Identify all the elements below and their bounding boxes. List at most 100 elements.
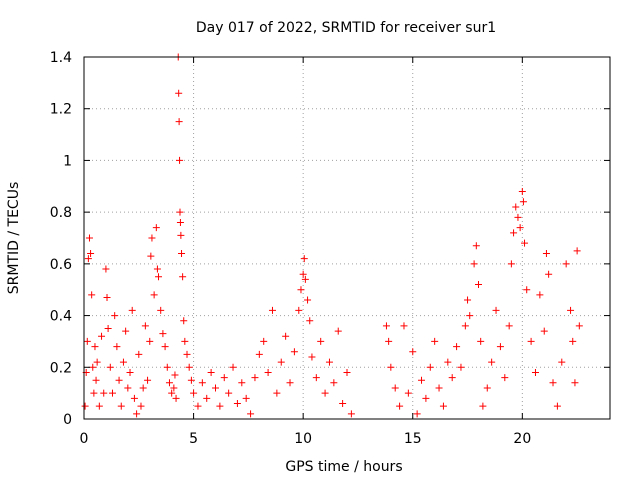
data-point — [92, 376, 100, 384]
data-point — [144, 376, 152, 384]
data-point — [194, 402, 202, 410]
data-point — [212, 384, 219, 392]
data-point — [172, 394, 180, 402]
data-point — [139, 384, 147, 392]
data-point — [567, 306, 575, 314]
data-point — [501, 374, 509, 382]
data-point — [301, 275, 309, 283]
data-point — [553, 402, 561, 410]
data-point — [523, 286, 531, 294]
data-point — [308, 353, 316, 361]
y-tick-label: 0.8 — [50, 205, 72, 221]
data-point — [124, 384, 132, 392]
data-point — [141, 322, 149, 330]
data-point — [146, 337, 154, 345]
data-point — [268, 306, 276, 314]
data-point — [176, 156, 184, 164]
data-point — [347, 410, 355, 418]
data-point — [207, 368, 215, 376]
data-point — [404, 389, 412, 397]
data-point — [569, 337, 577, 345]
data-point — [466, 312, 474, 320]
data-point — [242, 394, 250, 402]
data-point — [521, 239, 529, 247]
x-tick-label: 15 — [404, 431, 422, 447]
data-point — [413, 410, 421, 418]
data-point — [519, 198, 527, 206]
data-point — [492, 306, 500, 314]
data-point — [251, 374, 259, 382]
data-point — [81, 402, 89, 410]
data-point — [299, 270, 307, 278]
data-point — [330, 379, 338, 387]
data-point — [514, 213, 522, 221]
data-point — [448, 374, 456, 382]
data-point — [558, 358, 566, 366]
data-point — [177, 231, 185, 239]
data-point — [157, 306, 165, 314]
data-point — [385, 337, 393, 345]
data-point — [461, 322, 469, 330]
data-point — [540, 327, 548, 335]
data-point — [238, 379, 246, 387]
data-point — [435, 384, 443, 392]
data-point — [542, 250, 550, 258]
data-point — [84, 255, 92, 263]
data-point — [181, 337, 189, 345]
data-point — [176, 208, 184, 216]
data-point — [159, 330, 167, 338]
data-point — [444, 358, 452, 366]
y-tick-label: 0.6 — [50, 257, 72, 273]
data-point — [175, 89, 183, 97]
data-point — [135, 350, 143, 358]
data-point — [216, 402, 224, 410]
x-tick-label: 20 — [513, 431, 531, 447]
chart-title: Day 017 of 2022, SRMTID for receiver sur… — [196, 20, 496, 36]
data-point — [277, 358, 285, 366]
data-point — [175, 118, 183, 126]
data-point — [334, 327, 342, 335]
y-tick-label: 0.2 — [50, 360, 72, 376]
data-point — [575, 322, 583, 330]
x-tick-label: 10 — [294, 431, 312, 447]
data-point — [106, 363, 114, 371]
data-point — [290, 348, 298, 356]
grid-lines — [84, 57, 610, 419]
x-axis-label: GPS time / hours — [285, 459, 402, 475]
data-point — [225, 389, 233, 397]
data-point — [573, 247, 581, 255]
data-point — [95, 402, 103, 410]
data-point — [203, 394, 211, 402]
data-point — [479, 402, 487, 410]
data-point — [89, 363, 97, 371]
data-point — [457, 363, 465, 371]
data-point — [233, 399, 241, 407]
y-tick-label: 0.4 — [50, 309, 72, 325]
data-point — [297, 286, 305, 294]
data-point — [418, 376, 426, 384]
data-point — [312, 374, 320, 382]
data-point — [536, 291, 544, 299]
data-point — [512, 203, 520, 211]
data-point — [325, 358, 333, 366]
data-point — [321, 389, 329, 397]
data-point — [83, 337, 91, 345]
data-point — [439, 402, 447, 410]
data-point — [133, 410, 141, 418]
data-point — [264, 368, 272, 376]
data-point — [396, 402, 404, 410]
data-point — [87, 250, 95, 258]
data-point — [85, 234, 93, 242]
data-point — [187, 376, 195, 384]
x-tick-label: 5 — [189, 431, 198, 447]
data-point — [339, 399, 347, 407]
data-point — [128, 306, 136, 314]
data-point — [387, 363, 395, 371]
y-tick-label: 1.2 — [50, 102, 72, 118]
data-point — [516, 224, 524, 232]
data-point — [549, 379, 557, 387]
data-point — [382, 322, 390, 330]
data-point — [137, 402, 145, 410]
data-point — [464, 296, 472, 304]
